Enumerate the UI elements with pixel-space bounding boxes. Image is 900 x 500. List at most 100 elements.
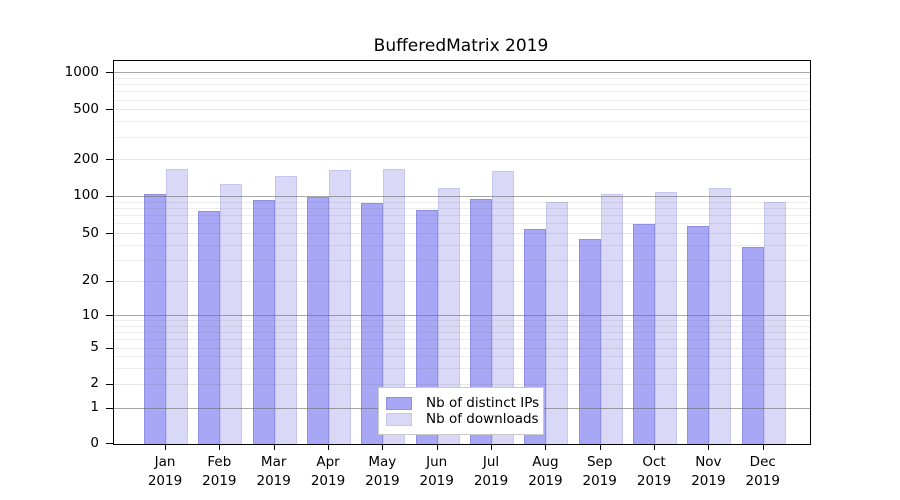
x-tick-label: Aug 2019: [528, 454, 563, 489]
y-tick-label: 2: [90, 375, 99, 392]
y-tick-mark: [106, 195, 113, 197]
chart-title: BufferedMatrix 2019: [373, 36, 549, 56]
gridline: [114, 159, 810, 161]
gridline: [114, 84, 810, 85]
bar-distinct-ips-oct: [633, 224, 656, 444]
y-tick-label: 100: [73, 187, 99, 204]
gridline: [114, 207, 810, 209]
bar-distinct-ips-apr: [307, 197, 330, 444]
gridline: [114, 72, 810, 73]
gridline: [114, 195, 810, 197]
gridline: [114, 356, 810, 358]
x-tick-label: Nov 2019: [691, 454, 726, 489]
y-tick-mark: [106, 72, 113, 73]
y-tick-mark: [106, 315, 113, 317]
gridline: [114, 109, 810, 111]
gridline: [114, 331, 810, 333]
bar-downloads-sep: [600, 194, 623, 444]
y-tick-label: 50: [81, 224, 99, 241]
bar-downloads-oct: [655, 192, 678, 444]
bar-downloads-aug: [546, 201, 569, 444]
x-tick-mark: [165, 445, 166, 450]
x-tick-mark: [491, 445, 493, 450]
gridline: [114, 325, 810, 327]
y-axis: 0 1 2 5 10 20 50 100 200 500 1000: [0, 60, 113, 450]
x-tick-mark: [219, 445, 221, 450]
legend-item-downloads: Nb of downloads: [386, 411, 539, 427]
gridline: [114, 315, 810, 317]
x-tick-mark: [545, 445, 547, 450]
x-tick-label: Jun 2019: [419, 454, 454, 489]
y-tick-label: 0: [90, 434, 99, 451]
x-tick-label: Mar 2019: [256, 454, 291, 489]
y-tick-label: 200: [73, 150, 99, 167]
y-tick-mark: [106, 109, 113, 111]
x-tick-label: Feb 2019: [202, 454, 237, 489]
y-tick-label: 10: [81, 306, 99, 323]
bar-distinct-ips-dec: [741, 247, 764, 444]
x-tick-label: May 2019: [365, 454, 400, 489]
gridline: [114, 280, 810, 282]
y-tick-mark: [106, 280, 113, 282]
y-tick-label: 1: [90, 399, 99, 415]
gridline: [114, 320, 810, 322]
legend-label-distinct-ips: Nb of distinct IPs: [426, 395, 540, 411]
bar-downloads-dec: [763, 201, 786, 444]
y-tick-mark: [106, 443, 113, 444]
bar-distinct-ips-mar: [252, 200, 275, 444]
x-tick-mark: [328, 445, 330, 450]
gridline: [114, 347, 810, 349]
x-tick-label: Oct 2019: [636, 454, 672, 489]
legend-item-distinct-ips: Nb of distinct IPs: [386, 395, 539, 411]
x-tick-mark: [708, 445, 710, 450]
y-tick-mark: [106, 159, 113, 161]
legend: Nb of distinct IPs Nb of downloads: [378, 387, 544, 435]
bar-distinct-ips-sep: [578, 238, 601, 444]
gridline: [114, 137, 810, 139]
gridline: [114, 201, 810, 203]
bar-downloads-jan: [166, 169, 188, 444]
x-tick-mark: [273, 445, 275, 450]
y-tick-mark: [106, 233, 113, 235]
gridline: [114, 244, 810, 246]
bar-distinct-ips-nov: [687, 226, 710, 444]
bar-downloads-nov: [709, 188, 732, 444]
x-tick-mark: [382, 445, 384, 450]
y-tick-label: 5: [90, 339, 99, 356]
legend-swatch-distinct-ips: [386, 396, 412, 410]
gridline: [114, 383, 810, 385]
y-tick-label: 1000: [64, 63, 99, 80]
x-tick-mark: [762, 445, 764, 450]
y-tick-mark: [106, 383, 113, 385]
bar-distinct-ips-feb: [198, 211, 221, 444]
bar-distinct-ips-jan: [144, 193, 166, 444]
x-tick-mark: [599, 445, 601, 450]
x-axis: Jan 2019 Feb 2019 Mar 2019 Apr 2019 May 2019 Jun 20…: [113, 445, 809, 500]
gridline: [114, 77, 810, 79]
y-tick-label: 500: [73, 100, 99, 117]
x-tick-mark: [436, 445, 438, 450]
legend-label-downloads: Nb of downloads: [426, 411, 539, 427]
gridline: [114, 339, 810, 341]
bar-downloads-feb: [220, 184, 243, 444]
y-tick-mark: [106, 347, 113, 349]
legend-swatch-downloads: [386, 412, 412, 426]
gridline: [114, 99, 810, 101]
x-tick-label: Jul 2019: [473, 454, 509, 489]
gridline: [114, 367, 810, 369]
x-tick-label: Sep 2019: [582, 454, 617, 489]
gridline: [114, 259, 810, 261]
gridline: [114, 215, 810, 216]
y-tick-mark: [106, 407, 113, 409]
bar-downloads-apr: [329, 170, 352, 444]
x-tick-label: Apr 2019: [310, 454, 346, 489]
x-tick-label: Dec 2019: [745, 454, 780, 489]
bar-downloads-mar: [274, 175, 297, 444]
gridline: [114, 91, 810, 93]
y-tick-label: 20: [81, 272, 99, 289]
x-tick-label: Jan 2019: [147, 454, 183, 489]
plot-area: Nb of distinct IPs Nb of downloads: [113, 60, 811, 445]
gridline: [114, 223, 810, 225]
gridline: [114, 233, 810, 235]
